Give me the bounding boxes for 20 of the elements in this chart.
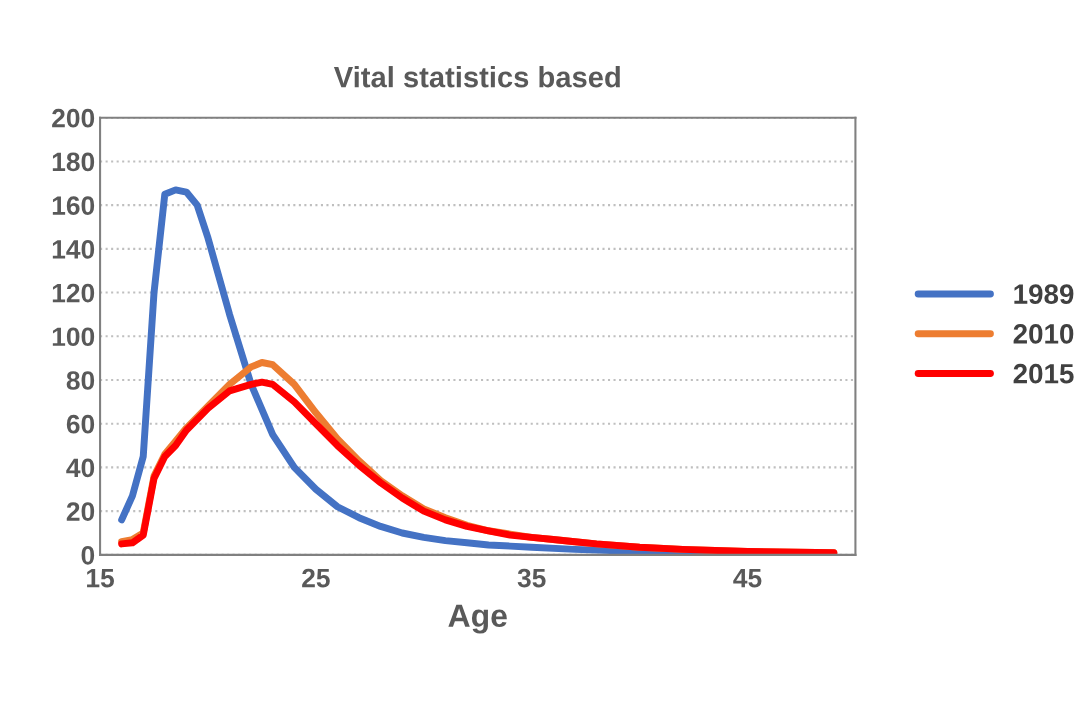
- legend-label: 1989: [1014, 284, 1074, 304]
- y-tick-label: 120: [52, 283, 95, 303]
- y-tick-label: 40: [66, 458, 95, 478]
- y-tick-label: 80: [66, 371, 95, 390]
- y-tick-label: 160: [52, 196, 95, 215]
- y-tick-label: 0: [81, 545, 95, 565]
- x-tick-label: 45: [733, 569, 762, 588]
- legend-label: 2010: [1013, 324, 1074, 344]
- y-tick-label: 20: [66, 502, 95, 521]
- x-tick-label: 25: [302, 568, 330, 588]
- chart-title: Vital statistics based: [333, 66, 620, 88]
- x-tick-label: 15: [87, 569, 115, 588]
- legend-label: 2015: [1013, 363, 1074, 384]
- y-tick-label: 60: [66, 414, 95, 434]
- x-tick-label: 35: [517, 568, 546, 588]
- y-tick-label: 140: [52, 240, 95, 259]
- x-axis-title: Age: [448, 604, 507, 634]
- y-tick-label: 200: [52, 108, 95, 128]
- y-tick-label: 100: [52, 327, 95, 347]
- y-tick-label: 180: [52, 152, 95, 172]
